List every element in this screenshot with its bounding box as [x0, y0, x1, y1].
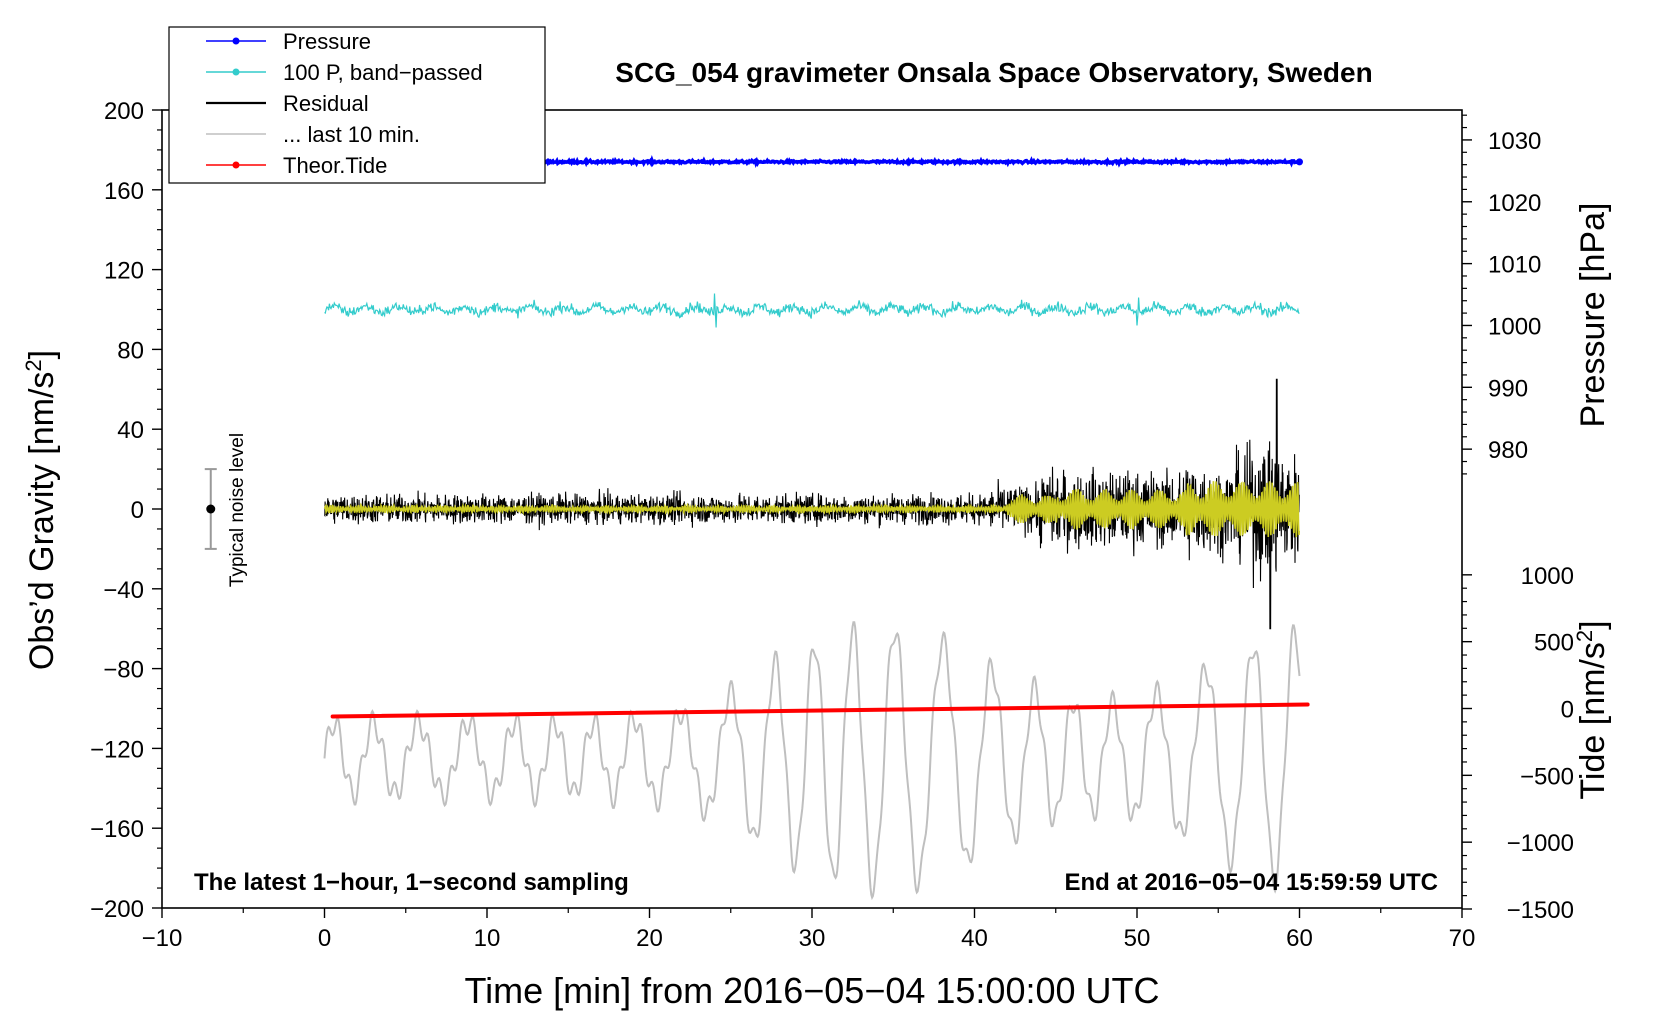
- gravity-label-text: Obs’d Gravity [nm/s: [23, 372, 61, 671]
- legend-label: 100 P, band−passed: [283, 60, 483, 85]
- annotation-latest-hour: The latest 1−hour, 1−second sampling: [194, 869, 629, 896]
- x-tick-label: 30: [799, 925, 826, 952]
- gravity-label-close: ]: [23, 350, 61, 359]
- noise-level-label: Typical noise level: [227, 433, 248, 587]
- annotation-end-time: End at 2016−05−04 15:59:59 UTC: [1064, 869, 1438, 896]
- ticks-layer: −10 0 10 20 30 40 50 60 7020016012080400−40−80−1…: [90, 98, 1574, 952]
- x-tick-label: 60: [1286, 925, 1313, 952]
- x-tick-label: 50: [1124, 925, 1151, 952]
- y-pressure-tick-label: 1000: [1488, 313, 1541, 340]
- legend-label: Residual: [283, 91, 369, 116]
- gravity-label-sup: 2: [21, 359, 46, 371]
- chart-title: SCG_054 gravimeter Onsala Space Observat…: [615, 57, 1372, 88]
- y-gravity-tick-label: −120: [90, 736, 144, 763]
- y-gravity-tick-label: −40: [103, 577, 144, 604]
- series-pressure-end-point: [1296, 158, 1303, 166]
- x-tick-label: 10: [474, 925, 501, 952]
- legend-label: Pressure: [283, 29, 371, 54]
- y-gravity-tick-label: 120: [104, 258, 144, 285]
- x-tick-label: 70: [1449, 925, 1476, 952]
- y-tide-tick-label: 1000: [1521, 563, 1574, 590]
- series-theor-tide: [330, 702, 1310, 719]
- y-tide-tick-label: 0: [1561, 697, 1574, 724]
- y-pressure-tick-label: 1010: [1488, 252, 1541, 279]
- tide-label-sup: 2: [1572, 630, 1597, 642]
- y-pressure-tick-label: 1030: [1488, 128, 1541, 155]
- y-axis-label-tide: Tide [nm/s2]: [1572, 620, 1612, 799]
- series-last-10-min: [323, 621, 1301, 901]
- y-gravity-tick-label: 40: [117, 417, 144, 444]
- y-gravity-tick-label: −80: [103, 657, 144, 684]
- y-pressure-tick-label: 1020: [1488, 190, 1541, 217]
- y-tide-tick-label: −1500: [1507, 897, 1574, 924]
- y-gravity-tick-label: 160: [104, 178, 144, 205]
- y-tide-tick-label: −500: [1520, 763, 1574, 790]
- y-gravity-tick-label: −200: [90, 896, 144, 923]
- x-tick-label: 0: [318, 925, 331, 952]
- legend: Pressure 100 P, band−passed Residual ... la…: [168, 26, 546, 184]
- x-tick-label: 20: [636, 925, 663, 952]
- y-axis-label-pressure: Pressure [hPa]: [1574, 203, 1612, 428]
- legend-swatch-marker: [232, 37, 240, 45]
- tide-label-text: Tide [nm/s: [1574, 642, 1612, 799]
- y-pressure-tick-label: 990: [1488, 375, 1528, 402]
- legend-label: Theor.Tide: [283, 153, 387, 178]
- noise-bar-center-point: [206, 504, 216, 514]
- x-axis-label: Time [min] from 2016−05−04 15:00:00 UTC: [464, 970, 1159, 1011]
- legend-box: [168, 26, 546, 184]
- series-bandpassed: [324, 293, 1300, 328]
- y-gravity-tick-label: 0: [131, 497, 144, 524]
- x-tick-label: 40: [961, 925, 988, 952]
- legend-swatch-marker: [232, 68, 240, 76]
- series-residual-smoothed: [323, 481, 1300, 538]
- y-axis-label-gravity: Obs’d Gravity [nm/s2]: [21, 350, 61, 670]
- y-gravity-tick-label: −160: [90, 816, 144, 843]
- y-pressure-tick-label: 980: [1488, 437, 1528, 464]
- y-gravity-tick-label: 80: [117, 337, 144, 364]
- y-tide-tick-label: −1000: [1507, 830, 1574, 857]
- y-gravity-tick-label: 200: [104, 98, 144, 125]
- legend-label: ... last 10 min.: [283, 122, 420, 147]
- legend-swatch-marker: [232, 161, 240, 169]
- x-tick-label: −10: [142, 925, 183, 952]
- tide-label-close: ]: [1574, 620, 1612, 629]
- y-tide-tick-label: 500: [1534, 630, 1574, 657]
